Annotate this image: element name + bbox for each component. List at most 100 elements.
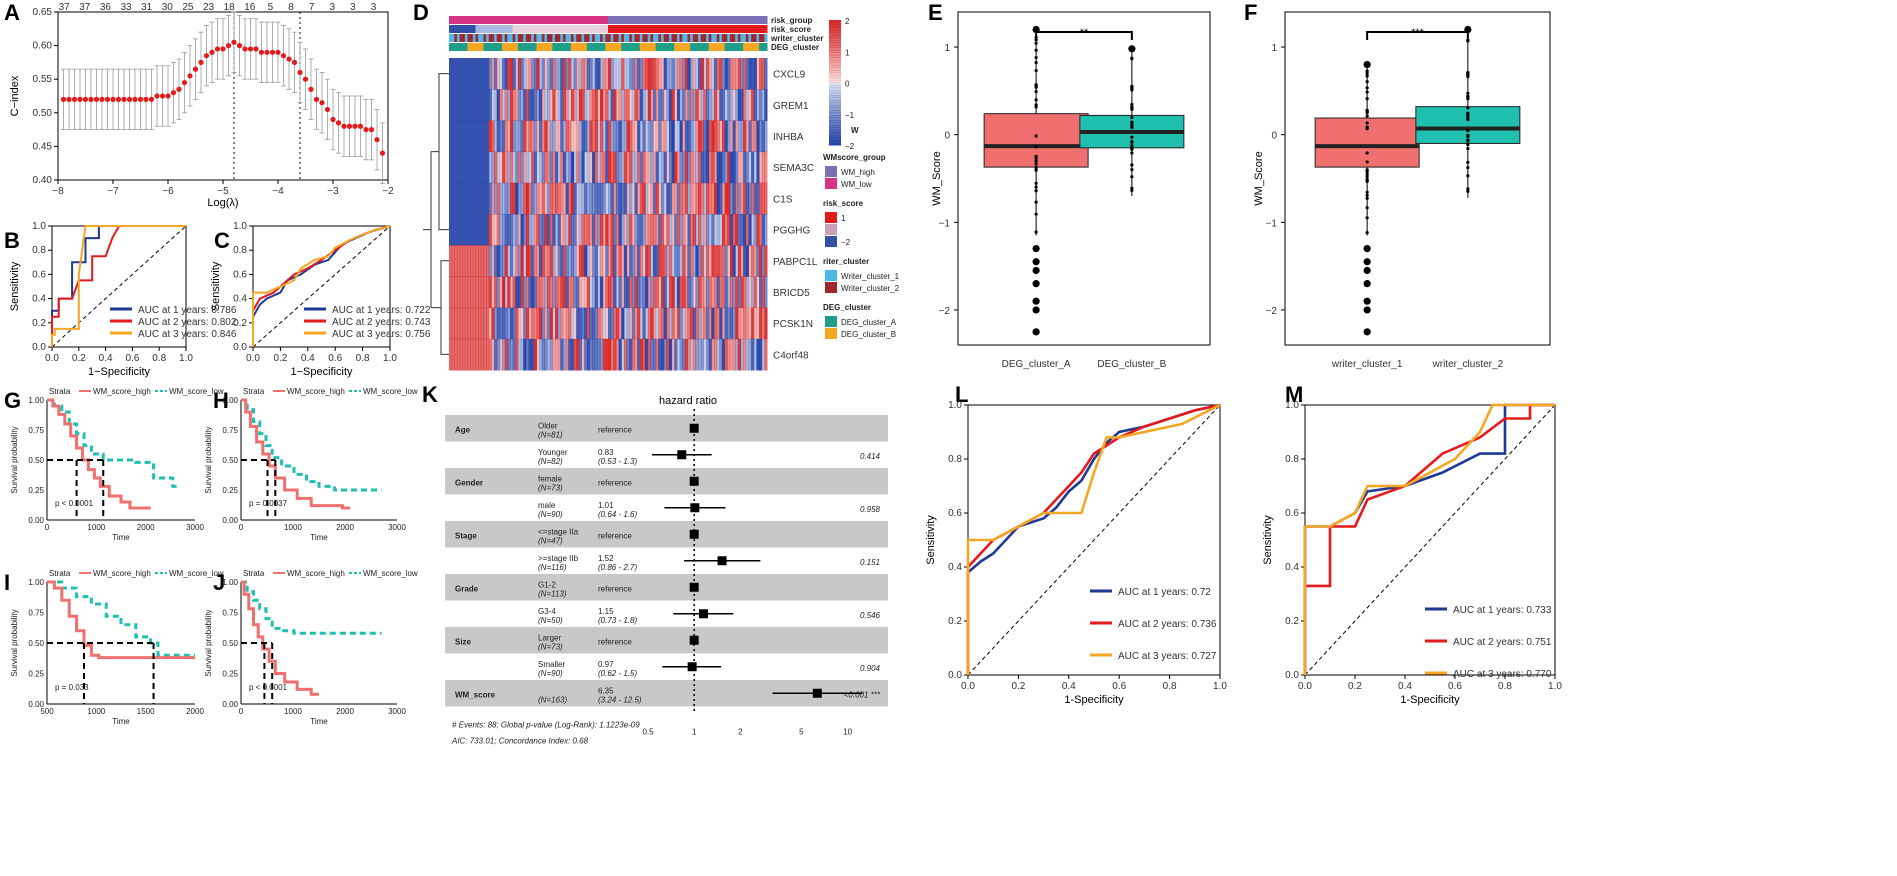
- annotation-label: DEG_cluster: [771, 43, 819, 52]
- heat-cell: [716, 214, 720, 246]
- heat-cell: [467, 338, 471, 371]
- heat-cell: [600, 338, 604, 371]
- y-tick-label: 1.0: [233, 221, 247, 232]
- legend-label: DEG_cluster_A: [841, 318, 897, 327]
- heat-cell: [634, 338, 638, 371]
- annotation-cell: [560, 34, 564, 42]
- p-label: <0.001 ***: [844, 690, 881, 699]
- heat-cell: [584, 307, 588, 340]
- x-axis-label: Time: [310, 717, 328, 726]
- heat-cell: [719, 58, 723, 90]
- heat-cell: [663, 307, 667, 340]
- heat-cell: [586, 182, 590, 215]
- heat-cell: [547, 151, 551, 184]
- heat-cell: [661, 89, 665, 121]
- y-tick-label: 0: [944, 131, 950, 142]
- x-tick-label: 0.6: [1112, 681, 1126, 692]
- plot-frame: [1284, 11, 1551, 346]
- y-tick-label: −2: [939, 306, 951, 317]
- scale-segment: [829, 100, 841, 103]
- heat-cell: [613, 89, 617, 121]
- heat-cell: [615, 182, 620, 215]
- outlier-point: [1032, 306, 1040, 314]
- y-tick-label: −2: [1266, 306, 1278, 317]
- jitter-point: [1034, 212, 1038, 216]
- x-tick-label: 0.8: [1163, 681, 1177, 692]
- heat-cell: [462, 245, 466, 277]
- heat-cell: [703, 58, 707, 90]
- heat-cell: [626, 307, 630, 340]
- heat-cell: [573, 307, 577, 340]
- scale-segment: [829, 125, 841, 128]
- heat-cell: [560, 120, 564, 153]
- annotation-cell: [647, 16, 651, 24]
- annotation-cell: [589, 16, 593, 24]
- heat-cell: [690, 338, 694, 371]
- heat-cell: [507, 120, 511, 153]
- data-point: [60, 96, 67, 102]
- annotation-cell: [674, 25, 678, 33]
- heat-cell: [642, 58, 646, 90]
- heat-cell: [517, 89, 522, 121]
- heat-cell: [552, 58, 556, 90]
- heat-cell: [507, 307, 511, 340]
- heat-cell: [610, 120, 614, 153]
- heat-cell: [626, 58, 630, 90]
- heat-cell: [552, 214, 556, 246]
- heat-cell: [732, 338, 736, 371]
- annotation-cell: [663, 25, 667, 33]
- y-tick-label: 0.50: [222, 456, 238, 465]
- heat-cell: [615, 276, 620, 309]
- annotation-cell: [650, 25, 654, 33]
- p-value: p < 0.0001: [55, 499, 94, 508]
- top-tick-label: 16: [244, 2, 256, 13]
- gene-label: CXCL9: [773, 70, 806, 81]
- heat-cell: [496, 276, 500, 309]
- outlier-point: [1032, 258, 1040, 266]
- annotation-cell: [719, 34, 723, 42]
- heat-cell: [751, 214, 755, 246]
- annotation-cell: [504, 16, 508, 24]
- annotation-cell: [687, 43, 691, 51]
- annotation-cell: [475, 43, 479, 51]
- heat-cell: [682, 120, 686, 153]
- annotation-cell: [449, 43, 453, 51]
- median-lines: [241, 459, 277, 520]
- annotation-cell: [724, 16, 728, 24]
- annotation-cell: [639, 43, 643, 51]
- heat-cell: [483, 214, 487, 246]
- annotation-cell: [509, 43, 514, 51]
- heat-cell: [674, 58, 678, 90]
- annotation-cell: [608, 16, 612, 24]
- annotation-cell: [517, 16, 522, 24]
- annotation-cell: [539, 16, 543, 24]
- annotation-cell: [464, 43, 469, 51]
- heat-cell: [724, 89, 728, 121]
- annotation-cell: [483, 25, 487, 33]
- heat-cell: [634, 276, 638, 309]
- panel-letter-l: L: [955, 382, 968, 407]
- panel-b: 0.0 0.2 0.4 0.6 0.8 1.00.00.20.40.60.81.01−Sp…: [9, 221, 237, 378]
- heat-cell: [690, 120, 694, 153]
- jitter-point: [1365, 230, 1369, 235]
- heat-cell: [653, 89, 657, 121]
- heat-cell: [467, 276, 471, 309]
- heat-cell: [618, 89, 622, 121]
- heat-cell: [653, 307, 657, 340]
- annotation-cell: [661, 43, 665, 51]
- scale-segment: [829, 47, 841, 51]
- heat-cell: [745, 58, 749, 90]
- y-tick-label: 0.0: [32, 342, 46, 353]
- heat-cell: [531, 120, 535, 153]
- heat-cell: [724, 214, 728, 246]
- heat-cell: [533, 151, 537, 184]
- y-tick-label: 0.4: [32, 294, 46, 305]
- y-tick-label: 0.45: [33, 141, 53, 152]
- jitter-point: [1365, 193, 1369, 197]
- heat-cell: [706, 276, 710, 309]
- annotation-cell: [684, 25, 688, 33]
- heat-cell: [735, 151, 739, 184]
- heat-cell: [745, 276, 749, 309]
- scale-segment: [829, 75, 841, 78]
- annotation-cell: [464, 25, 469, 33]
